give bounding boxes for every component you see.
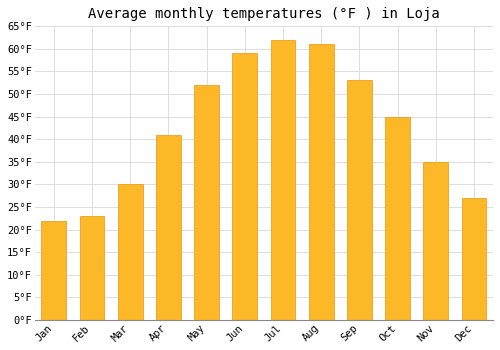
Title: Average monthly temperatures (°F ) in Loja: Average monthly temperatures (°F ) in Lo… xyxy=(88,7,440,21)
Bar xyxy=(270,40,295,320)
Bar xyxy=(42,220,66,320)
Bar xyxy=(118,184,142,320)
Bar xyxy=(309,44,334,320)
Bar xyxy=(156,135,181,320)
Bar xyxy=(462,198,486,320)
Bar xyxy=(424,162,448,320)
Bar xyxy=(80,216,104,320)
Bar xyxy=(385,117,410,320)
Bar xyxy=(232,54,257,320)
Bar xyxy=(194,85,219,320)
Bar xyxy=(347,80,372,320)
